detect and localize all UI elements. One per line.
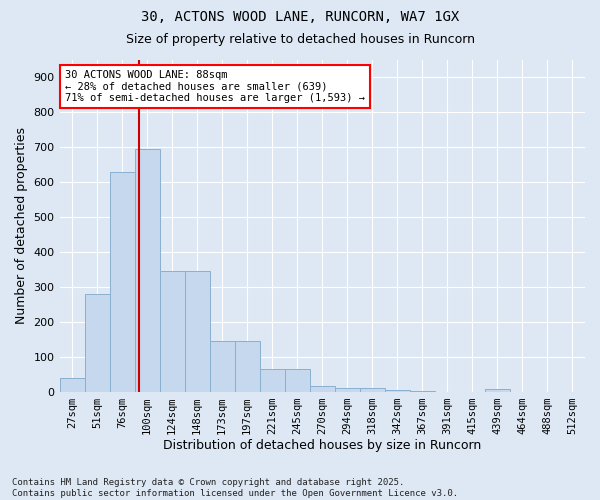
Text: 30 ACTONS WOOD LANE: 88sqm
← 28% of detached houses are smaller (639)
71% of sem: 30 ACTONS WOOD LANE: 88sqm ← 28% of deta… [65, 70, 365, 103]
Bar [360, 388, 385, 392]
Y-axis label: Number of detached properties: Number of detached properties [15, 128, 28, 324]
X-axis label: Distribution of detached houses by size in Runcorn: Distribution of detached houses by size … [163, 440, 481, 452]
Text: Contains HM Land Registry data © Crown copyright and database right 2025.
Contai: Contains HM Land Registry data © Crown c… [12, 478, 458, 498]
Text: Size of property relative to detached houses in Runcorn: Size of property relative to detached ho… [125, 32, 475, 46]
Bar [160, 271, 185, 392]
Bar [235, 341, 260, 392]
Bar [335, 388, 360, 392]
Bar [134, 149, 160, 392]
Bar [85, 294, 110, 392]
Bar [410, 390, 435, 392]
Bar [209, 341, 235, 392]
Bar [285, 369, 310, 392]
Bar [310, 386, 335, 392]
Bar [260, 369, 285, 392]
Bar [59, 378, 85, 392]
Bar [385, 390, 410, 392]
Bar [485, 389, 510, 392]
Bar [110, 172, 134, 392]
Bar [185, 271, 209, 392]
Text: 30, ACTONS WOOD LANE, RUNCORN, WA7 1GX: 30, ACTONS WOOD LANE, RUNCORN, WA7 1GX [141, 10, 459, 24]
